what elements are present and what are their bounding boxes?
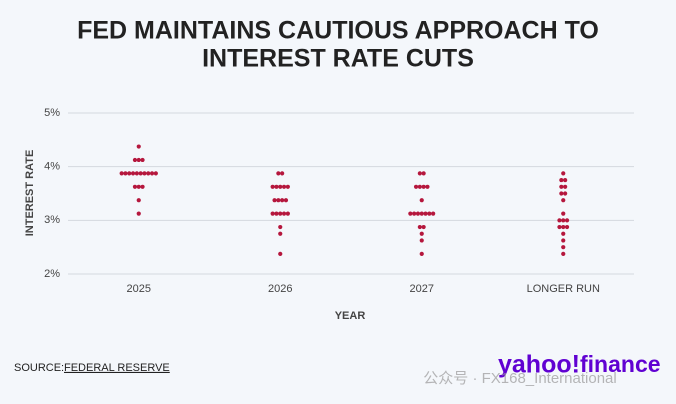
- dot: [281, 211, 287, 216]
- dot: [270, 184, 275, 189]
- dot: [413, 184, 419, 189]
- watermark: 公众号 · FX168_International: [423, 370, 616, 387]
- dot: [427, 211, 432, 216]
- x-tick-label: 2025: [127, 283, 151, 295]
- dot: [136, 198, 141, 203]
- dot: [408, 211, 413, 216]
- dot: [278, 224, 283, 230]
- dot: [557, 218, 562, 223]
- dot: [559, 191, 564, 196]
- y-tick-label: 4%: [44, 161, 60, 173]
- dot: [276, 198, 281, 203]
- dot: [134, 171, 139, 176]
- dot: [278, 211, 283, 216]
- dot: [419, 238, 424, 243]
- dot: [132, 157, 138, 163]
- dot: [130, 171, 136, 176]
- dot: [136, 157, 141, 163]
- dot: [557, 224, 562, 230]
- source-link[interactable]: FEDERAL RESERVE: [64, 362, 170, 374]
- dot: [561, 251, 566, 256]
- dot: [140, 184, 145, 189]
- dot: [421, 184, 426, 189]
- dot: [561, 171, 566, 176]
- dot: [119, 171, 124, 176]
- dot: [419, 211, 424, 216]
- dot: [561, 218, 566, 223]
- dot: [561, 245, 566, 250]
- dot: [272, 198, 277, 203]
- x-tick-label: LONGER RUN: [527, 283, 600, 295]
- dot: [423, 211, 428, 216]
- dot: [270, 211, 275, 216]
- dot: [136, 211, 141, 216]
- dot: [559, 177, 564, 183]
- dot: [276, 171, 281, 176]
- dot: [142, 171, 147, 176]
- dot: [563, 177, 568, 183]
- dot: [153, 171, 158, 176]
- dot: [561, 211, 566, 216]
- dot: [412, 211, 417, 216]
- dot: [138, 171, 143, 176]
- dot: [563, 184, 568, 189]
- x-tick-label: 2027: [410, 283, 434, 295]
- chart-title: INTEREST RATE CUTS: [202, 45, 474, 73]
- dot: [431, 211, 436, 216]
- dot: [281, 184, 287, 189]
- dot: [274, 211, 279, 216]
- dot: [419, 251, 424, 256]
- y-axis-label: INTEREST RATE: [24, 150, 36, 237]
- dot: [149, 171, 155, 176]
- dot: [136, 144, 141, 149]
- x-axis-label: YEAR: [335, 310, 366, 322]
- dot: [136, 184, 141, 189]
- dot: [415, 211, 421, 216]
- y-tick-label: 2%: [44, 268, 60, 280]
- dot: [421, 224, 426, 230]
- dot: [564, 218, 570, 223]
- dot: [417, 171, 422, 176]
- y-tick-label: 3%: [44, 214, 60, 226]
- chart-title: FED MAINTAINS CAUTIOUS APPROACH TO: [77, 17, 599, 45]
- dot: [140, 157, 145, 163]
- dot: [278, 184, 283, 189]
- dot: [421, 171, 426, 176]
- x-tick-label: 2026: [268, 283, 292, 295]
- dot: [123, 171, 128, 176]
- brand-yahoo: yahoo!: [498, 351, 580, 379]
- dot: [280, 171, 285, 176]
- dot: [417, 224, 422, 230]
- dot: [278, 231, 283, 236]
- dot: [280, 198, 285, 203]
- dot: [419, 198, 424, 203]
- dot: [132, 184, 138, 189]
- dot: [419, 231, 424, 236]
- dot: [274, 184, 279, 189]
- dot: [127, 171, 132, 176]
- source-prefix: SOURCE:: [14, 362, 64, 374]
- dot: [561, 231, 566, 236]
- dot: [559, 184, 564, 189]
- dot: [285, 211, 290, 216]
- dot: [564, 224, 570, 230]
- dot: [417, 184, 422, 189]
- dot: [146, 171, 151, 176]
- dot: [278, 251, 283, 256]
- dot: [561, 198, 566, 203]
- brand-finance: finance: [580, 351, 661, 377]
- dot: [283, 198, 289, 203]
- dot: [561, 238, 566, 243]
- dot: [563, 191, 568, 196]
- dot: [285, 184, 290, 189]
- y-tick-label: 5%: [44, 107, 60, 119]
- dot: [561, 224, 566, 230]
- dot: [425, 184, 430, 189]
